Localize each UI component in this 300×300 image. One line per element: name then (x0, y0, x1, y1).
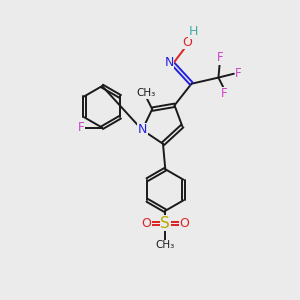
Text: O: O (141, 217, 151, 230)
Text: O: O (183, 36, 193, 49)
Text: O: O (180, 217, 190, 230)
Text: H: H (188, 25, 198, 38)
Text: CH₃: CH₃ (136, 88, 156, 98)
Text: F: F (78, 121, 85, 134)
Text: N: N (137, 123, 147, 136)
Text: F: F (217, 51, 223, 64)
Text: N: N (164, 56, 174, 69)
Text: F: F (221, 87, 228, 100)
Text: CH₃: CH₃ (156, 240, 175, 250)
Text: F: F (235, 67, 242, 80)
Text: S: S (160, 216, 170, 231)
